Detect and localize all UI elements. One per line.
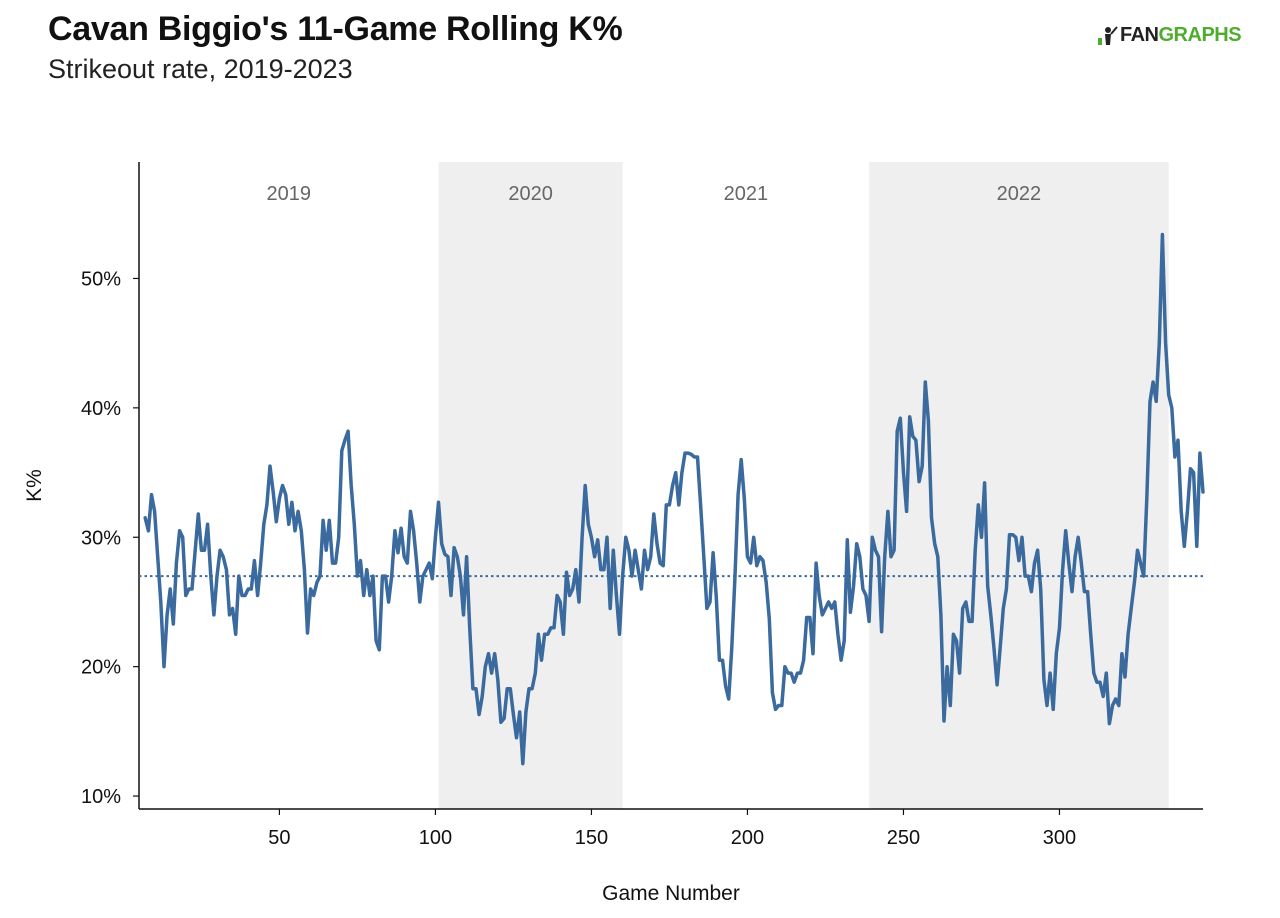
y-tick-label-20: 20%	[81, 657, 121, 679]
batter-icon	[1098, 25, 1118, 45]
x-tick-label-250: 250	[887, 827, 920, 849]
y-tick-label-30: 30%	[81, 527, 121, 549]
y-tick-label-10: 10%	[81, 786, 121, 808]
x-axis-title: Game Number	[602, 882, 740, 905]
season-label-2020: 2020	[508, 183, 553, 205]
y-tick-label-40: 40%	[81, 398, 121, 420]
series-line-rolling-k	[143, 232, 1205, 766]
x-tick-label-100: 100	[419, 827, 452, 849]
season-band-2020	[438, 162, 623, 809]
season-label-2019: 2019	[267, 183, 312, 205]
y-axis-title: K%	[23, 469, 46, 502]
fangraphs-logo[interactable]: FAN GRAPHS	[1096, 24, 1242, 47]
y-tick-label-50: 50%	[81, 268, 121, 290]
season-band-2022	[869, 162, 1169, 809]
logo-text-fan: FAN	[1120, 24, 1159, 46]
logo-text-graphs: GRAPHS	[1158, 24, 1242, 46]
season-label-2022: 2022	[997, 183, 1042, 205]
x-tick-label-300: 300	[1043, 827, 1076, 849]
chart-subtitle: Strikeout rate, 2019-2023	[48, 54, 353, 84]
season-label-2021: 2021	[724, 183, 769, 205]
chart-title: Cavan Biggio's 11-Game Rolling K%	[48, 10, 623, 48]
x-tick-label-200: 200	[731, 827, 764, 849]
x-tick-label-50: 50	[268, 827, 290, 849]
x-tick-label-150: 150	[575, 827, 608, 849]
